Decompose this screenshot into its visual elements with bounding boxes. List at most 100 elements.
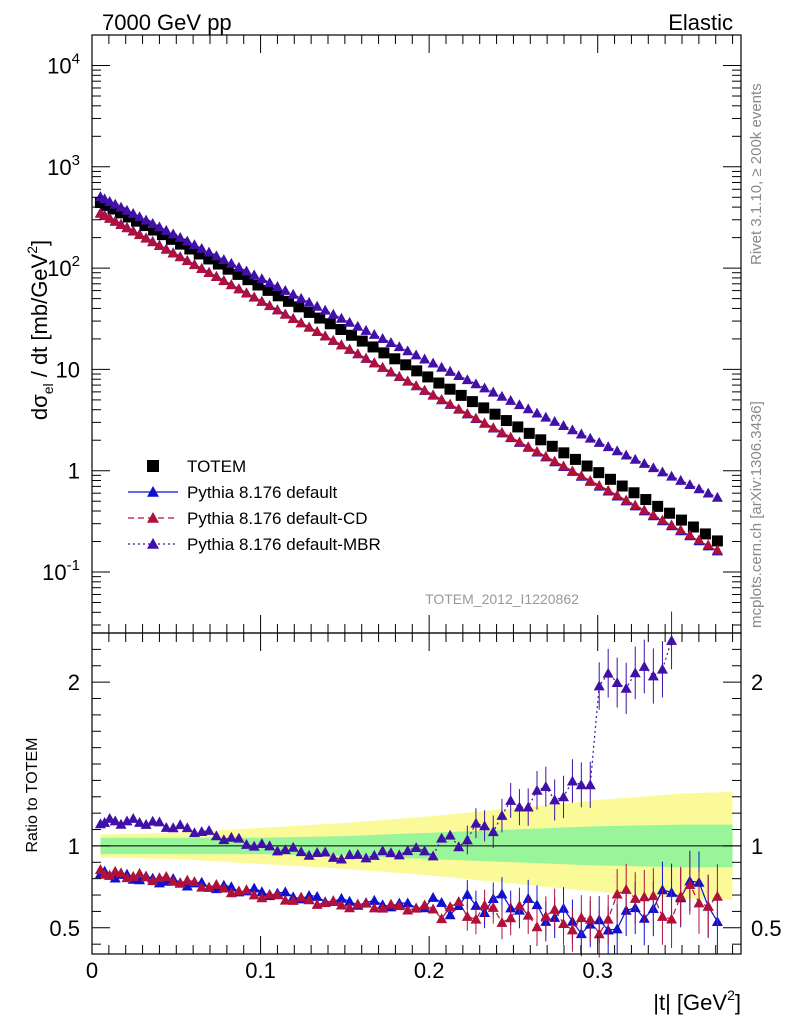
mc-point-pythia_cd — [153, 240, 165, 250]
ratio-y-tick-label-right: 1 — [751, 834, 763, 859]
ratio-point-pythia_cd — [566, 924, 578, 935]
mc-point-pythia_cd — [479, 417, 491, 428]
mc-point-pythia_mbr — [160, 224, 172, 235]
legend-marker-pythia_cd — [147, 512, 159, 523]
ratio-point-pythia_mbr — [295, 846, 307, 857]
mc-point-pythia_mbr — [513, 399, 525, 410]
legend-marker-pythia_mbr — [147, 538, 159, 549]
ratio-point-pythia_default — [344, 895, 356, 906]
data-point-totem — [569, 453, 581, 465]
mc-point-pythia_cd — [203, 267, 215, 278]
mc-point-pythia_mbr — [666, 470, 678, 481]
mc-point-pythia_mbr — [647, 462, 659, 473]
mc-point-pythia_cd — [638, 504, 650, 515]
mc-point-pythia_cd — [427, 389, 439, 400]
mc-point-pythia_cd — [360, 352, 372, 363]
ratio-point-pythia_mbr — [303, 849, 315, 860]
ratio-y-axis-label: Ratio to TOTEM — [24, 738, 41, 853]
ratio-point-pythia_mbr — [127, 812, 139, 823]
ratio-point-pythia_mbr — [620, 682, 632, 693]
ratio-point-pythia_cd — [264, 888, 276, 899]
mc-point-pythia_mbr — [181, 235, 193, 246]
mc-point-pythia_mbr — [174, 232, 186, 242]
mc-point-pythia_cd — [279, 308, 291, 319]
mc-point-pythia_cd — [174, 251, 186, 262]
ratio-point-pythia_cd — [505, 912, 517, 923]
main-y-axis-label: dσel / dt [mb/GeV2] — [24, 240, 56, 420]
ratio-point-pythia_mbr — [436, 832, 448, 843]
ratio-point-pythia_cd — [233, 885, 245, 896]
mc-point-pythia_mbr — [335, 312, 347, 323]
mc-point-pythia_mbr — [566, 424, 578, 435]
mc-point-pythia_mbr — [210, 250, 222, 261]
mc-point-pythia_cd — [271, 304, 283, 315]
ratio-panel-frame — [91, 632, 742, 955]
mc-point-pythia_cd — [549, 455, 561, 466]
mc-point-pythia_cd — [335, 339, 347, 350]
mc-point-pythia_cd — [121, 222, 133, 233]
mc-point-pythia_mbr — [104, 195, 116, 206]
mc-point-pythia_mbr — [402, 345, 414, 356]
ratio-point-pythia_cd — [241, 884, 253, 895]
ratio-point-pythia_default — [402, 897, 414, 908]
mc-point-pythia_mbr — [453, 370, 465, 380]
data-point-totem — [523, 427, 535, 439]
data-point-totem — [378, 347, 390, 359]
ratio-point-pythia_cd — [360, 897, 372, 908]
ratio-point-pythia_mbr — [513, 801, 525, 812]
mc-point-pythia_cd — [684, 529, 696, 540]
legend: TOTEM Pythia 8.176 default Pythia 8.176 de… — [128, 457, 381, 554]
ratio-point-pythia_mbr — [134, 816, 146, 827]
ratio-point-pythia_cd — [115, 867, 127, 878]
data-point-totem — [356, 335, 368, 347]
ratio-point-pythia_default — [444, 909, 456, 920]
mc-point-pythia_mbr — [711, 491, 723, 502]
legend-label-pythia_cd: Pythia 8.176 default-CD — [187, 509, 368, 528]
ratio-point-pythia_cd — [647, 890, 659, 901]
ratio-point-pythia_cd — [279, 894, 291, 905]
ratio-point-pythia_mbr — [393, 849, 405, 860]
mc-point-pythia_mbr — [638, 458, 650, 468]
mc-point-pythia_cd — [225, 279, 237, 290]
data-point-totem — [148, 224, 160, 236]
data-point-totem — [262, 284, 274, 296]
ratio-point-pythia_mbr — [319, 846, 331, 857]
data-point-totem — [593, 467, 605, 479]
data-point-totem — [324, 318, 336, 330]
ratio-point-pythia_mbr — [241, 839, 253, 849]
ratio-point-pythia_mbr — [147, 815, 159, 826]
ratio-point-pythia_cd — [436, 913, 448, 924]
mc-point-pythia_cd — [140, 232, 152, 243]
header-right-label: Elastic — [668, 10, 733, 35]
ratio-point-pythia_default — [311, 890, 323, 901]
ratio-y-tick-label-left: 2 — [68, 670, 80, 695]
data-point-totem — [203, 253, 215, 265]
mc-point-pythia_cd — [711, 544, 723, 555]
ratio-point-pythia_default — [279, 886, 291, 897]
x-tick-label: 0.2 — [414, 958, 445, 983]
mc-point-pythia_cd — [666, 519, 678, 530]
mc-point-pythia_mbr — [602, 441, 614, 452]
ratio-point-pythia_mbr — [470, 817, 482, 828]
ratio-point-pythia_mbr — [522, 801, 534, 812]
ratio-point-pythia_cd — [344, 902, 356, 913]
ratio-point-pythia_mbr — [327, 851, 339, 862]
mc-point-pythia_mbr — [311, 300, 323, 311]
ratio-point-pythia_cd — [666, 913, 678, 924]
ratio-point-pythia_cd — [271, 889, 283, 900]
ratio-point-pythia_cd — [522, 909, 534, 920]
ratio-point-pythia_mbr — [444, 829, 456, 840]
ratio-point-pythia_mbr — [264, 840, 276, 851]
mc-point-pythia_cd — [393, 370, 405, 381]
ratio-point-pythia_mbr — [287, 841, 299, 852]
ratio-y-tick-label-left: 0.5 — [49, 916, 80, 941]
ratio-point-pythia_cd — [385, 898, 397, 909]
ratio-point-pythia_default — [368, 894, 380, 905]
mc-point-pythia_cd — [566, 465, 578, 476]
mc-point-pythia_cd — [196, 263, 208, 274]
ratio-point-pythia_mbr — [540, 781, 552, 792]
data-point-totem — [500, 415, 512, 427]
ratio-point-pythia_cd — [248, 889, 260, 900]
ratio-point-pythia_default — [461, 888, 473, 899]
